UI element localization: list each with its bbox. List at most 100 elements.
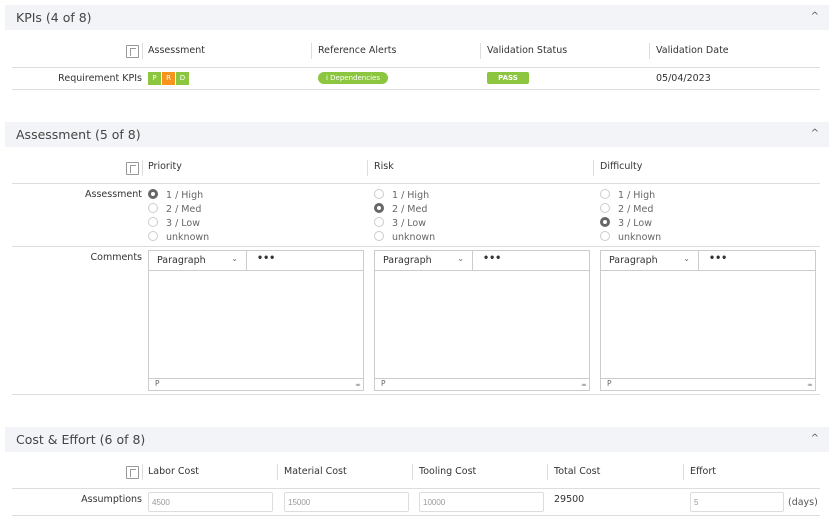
kpis-section-header[interactable]: KPIs (4 of 8) ^ bbox=[5, 5, 829, 30]
radio-difficulty[interactable]: 3 / Low bbox=[600, 217, 652, 229]
collapse-icon[interactable]: ^ bbox=[810, 128, 819, 139]
assessment-section-header[interactable]: Assessment (5 of 8) ^ bbox=[5, 122, 829, 147]
format-dropdown[interactable]: Paragraph ⌄ bbox=[601, 251, 699, 270]
column-header: Tooling Cost bbox=[419, 466, 477, 477]
radio-label: 1 / High bbox=[166, 190, 204, 201]
section-title: KPIs (4 of 8) bbox=[16, 10, 92, 25]
editor-statusbar: P ≖ bbox=[601, 378, 815, 390]
format-label: Paragraph bbox=[157, 255, 206, 266]
column-settings-icon[interactable] bbox=[126, 466, 139, 479]
column-header: Risk bbox=[374, 161, 394, 172]
format-dropdown[interactable]: Paragraph ⌄ bbox=[149, 251, 247, 270]
more-options-button[interactable]: ••• bbox=[709, 253, 728, 264]
radio-circle-icon[interactable] bbox=[374, 203, 384, 213]
comments-editor-difficulty[interactable]: Paragraph ⌄ ••• P ≖ bbox=[600, 250, 816, 391]
status-badge: PASS bbox=[487, 72, 529, 84]
validation-date: 05/04/2023 bbox=[656, 73, 711, 84]
element-path: P bbox=[155, 379, 160, 388]
radio-circle-icon[interactable] bbox=[374, 189, 384, 199]
column-header: Labor Cost bbox=[148, 466, 200, 477]
more-options-button[interactable]: ••• bbox=[483, 253, 502, 264]
radio-circle-icon[interactable] bbox=[600, 217, 610, 227]
column-header: Total Cost bbox=[554, 466, 601, 477]
section-title: Assessment (5 of 8) bbox=[16, 127, 141, 142]
radio-priority[interactable]: 3 / Low bbox=[148, 217, 200, 229]
format-dropdown[interactable]: Paragraph ⌄ bbox=[375, 251, 473, 270]
radio-label: unknown bbox=[392, 232, 436, 243]
chevron-down-icon: ⌄ bbox=[231, 254, 238, 263]
comments-editor-priority[interactable]: Paragraph ⌄ ••• P ≖ bbox=[148, 250, 364, 391]
kpi-badge-p[interactable]: P bbox=[148, 72, 161, 85]
dependencies-alert[interactable]: i Dependencies bbox=[318, 72, 388, 84]
chevron-down-icon: ⌄ bbox=[683, 254, 690, 263]
radio-circle-icon[interactable] bbox=[148, 189, 158, 199]
row-label: Assumptions bbox=[81, 494, 142, 505]
radio-label: 3 / Low bbox=[392, 218, 426, 229]
column-header: Validation Status bbox=[487, 45, 568, 56]
column-header: Difficulty bbox=[600, 161, 643, 172]
column-settings-icon[interactable] bbox=[126, 45, 139, 58]
column-header: Effort bbox=[690, 466, 716, 477]
element-path: P bbox=[607, 379, 612, 388]
kpi-badge-d[interactable]: D bbox=[176, 72, 189, 85]
radio-label: 1 / High bbox=[392, 190, 430, 201]
format-label: Paragraph bbox=[609, 255, 658, 266]
collapse-icon[interactable]: ^ bbox=[810, 11, 819, 22]
column-header: Material Cost bbox=[284, 466, 347, 477]
radio-circle-icon[interactable] bbox=[148, 231, 158, 241]
radio-circle-icon[interactable] bbox=[374, 231, 384, 241]
tooling-cost-input[interactable]: 10000 bbox=[419, 492, 544, 512]
radio-priority[interactable]: 2 / Med bbox=[148, 203, 201, 215]
format-label: Paragraph bbox=[383, 255, 432, 266]
effort-input[interactable]: 5 bbox=[690, 492, 784, 512]
row-label: Requirement KPIs bbox=[58, 73, 142, 84]
radio-priority[interactable]: 1 / High bbox=[148, 189, 203, 201]
cost-section-header[interactable]: Cost & Effort (6 of 8) ^ bbox=[5, 427, 829, 452]
radio-label: 2 / Med bbox=[618, 204, 654, 215]
editor-toolbar: Paragraph ⌄ ••• bbox=[375, 251, 589, 271]
resize-handle-icon[interactable]: ≖ bbox=[807, 381, 813, 389]
radio-circle-icon[interactable] bbox=[600, 189, 610, 199]
editor-statusbar: P ≖ bbox=[149, 378, 363, 390]
comments-editor-risk[interactable]: Paragraph ⌄ ••• P ≖ bbox=[374, 250, 590, 391]
chevron-down-icon: ⌄ bbox=[457, 254, 464, 263]
row-label: Assessment bbox=[85, 189, 142, 200]
radio-label: 3 / Low bbox=[618, 218, 652, 229]
radio-circle-icon[interactable] bbox=[148, 217, 158, 227]
editor-toolbar: Paragraph ⌄ ••• bbox=[149, 251, 363, 271]
radio-circle-icon[interactable] bbox=[374, 217, 384, 227]
row-label: Comments bbox=[90, 252, 143, 263]
radio-label: unknown bbox=[618, 232, 662, 243]
radio-label: unknown bbox=[166, 232, 210, 243]
radio-label: 2 / Med bbox=[166, 204, 202, 215]
resize-handle-icon[interactable]: ≖ bbox=[355, 381, 361, 389]
radio-circle-icon[interactable] bbox=[600, 203, 610, 213]
column-header: Assessment bbox=[148, 45, 205, 56]
element-path: P bbox=[381, 379, 386, 388]
radio-risk[interactable]: unknown bbox=[374, 231, 435, 243]
radio-risk[interactable]: 2 / Med bbox=[374, 203, 427, 215]
radio-circle-icon[interactable] bbox=[600, 231, 610, 241]
editor-statusbar: P ≖ bbox=[375, 378, 589, 390]
radio-label: 3 / Low bbox=[166, 218, 200, 229]
radio-difficulty[interactable]: 2 / Med bbox=[600, 203, 653, 215]
radio-risk[interactable]: 3 / Low bbox=[374, 217, 426, 229]
labor-cost-input[interactable]: 4500 bbox=[148, 492, 273, 512]
column-header: Priority bbox=[148, 161, 182, 172]
radio-label: 1 / High bbox=[618, 190, 656, 201]
radio-difficulty[interactable]: 1 / High bbox=[600, 189, 655, 201]
editor-toolbar: Paragraph ⌄ ••• bbox=[601, 251, 815, 271]
radio-risk[interactable]: 1 / High bbox=[374, 189, 429, 201]
radio-difficulty[interactable]: unknown bbox=[600, 231, 661, 243]
total-cost-value: 29500 bbox=[554, 494, 585, 505]
column-settings-icon[interactable] bbox=[126, 162, 139, 175]
radio-circle-icon[interactable] bbox=[148, 203, 158, 213]
resize-handle-icon[interactable]: ≖ bbox=[581, 381, 587, 389]
radio-priority[interactable]: unknown bbox=[148, 231, 209, 243]
more-options-button[interactable]: ••• bbox=[257, 253, 276, 264]
material-cost-input[interactable]: 15000 bbox=[284, 492, 409, 512]
collapse-icon[interactable]: ^ bbox=[810, 433, 819, 444]
kpi-badge-r[interactable]: R bbox=[162, 72, 175, 85]
column-header: Reference Alerts bbox=[318, 45, 397, 56]
radio-label: 2 / Med bbox=[392, 204, 428, 215]
